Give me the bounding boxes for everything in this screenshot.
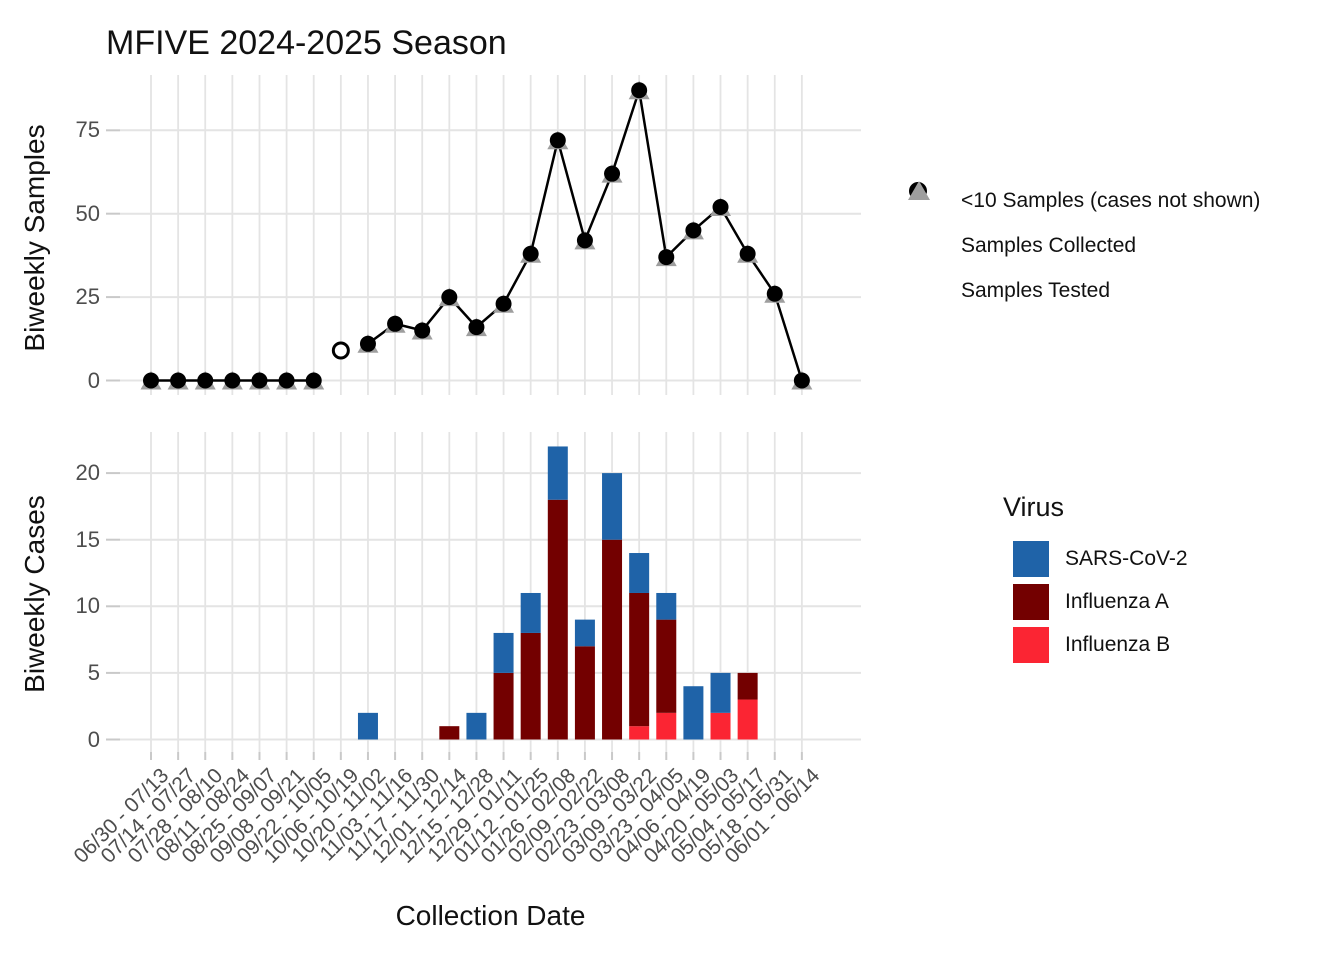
legend-row-sars-cov-2: SARS-CoV-2 [1003,541,1188,577]
data-point-samples-collected [658,249,675,266]
legend-label: Influenza B [1065,633,1171,656]
data-point-samples-collected [278,372,295,389]
data-point-samples-collected [549,132,566,149]
y-tick-label: 25 [75,284,100,310]
legend-row-samples-collected: Samples Collected [905,183,1260,268]
data-point-samples-collected [305,372,322,389]
bar-segment-sars-cov-2 [574,619,595,647]
plot-title: MFIVE 2024-2025 Season [106,24,507,62]
bar-segment-influenza-a [656,619,677,713]
bar-segment-influenza-b [656,712,677,740]
legend-label: Influenza A [1065,590,1169,613]
influenza-a-swatch-icon [1013,584,1049,620]
virus-legend-title: Virus [1003,492,1065,522]
legend-row-influenza-b: Influenza B [1003,627,1188,663]
data-point-samples-collected [224,372,241,389]
bar-segment-sars-cov-2 [357,712,378,740]
bar-segment-sars-cov-2 [683,686,704,740]
data-point-samples-collected [685,222,702,239]
data-point-samples-collected [387,315,404,332]
bar-segment-influenza-b [710,712,731,740]
y-tick-label: 0 [87,726,100,752]
bar-segment-sars-cov-2 [629,553,650,593]
data-point-samples-collected [197,372,214,389]
data-point-samples-collected [522,245,539,262]
bar-segment-sars-cov-2 [520,592,541,633]
y-tick-label: 10 [75,593,100,619]
bar-segment-influenza-b [737,699,758,740]
legend-row-samples-tested: Samples Tested [905,181,1260,313]
y-tick-label: 5 [87,659,100,685]
virus-legend: Virus SARS-CoV-2 Influenza A Influenza B [1003,492,1188,670]
legend-row-low-samples: <10 Samples (cases not shown) [905,178,1260,223]
filled-circle-marker-icon [905,183,947,263]
bar-segment-sars-cov-2 [602,473,623,540]
legend-label: Samples Tested [961,278,1111,302]
legend-row-influenza-a: Influenza A [1003,584,1188,620]
x-axis-title: Collection Date [395,900,586,931]
y-tick-label: 0 [87,367,100,393]
bar-segment-influenza-a [547,499,568,740]
bar-segment-influenza-a [439,726,460,740]
y-tick-label: 20 [75,460,100,486]
bar-segment-sars-cov-2 [710,672,731,713]
bar-segment-influenza-a [493,672,514,740]
sars-cov-2-swatch-icon [1013,541,1049,577]
legend-label: Samples Collected [961,233,1137,257]
bar-segment-sars-cov-2 [547,446,568,500]
data-point-samples-collected [414,322,431,339]
legend-label: <10 Samples (cases not shown) [961,188,1261,212]
data-point-samples-collected [441,289,458,306]
triangle-marker-icon [905,181,947,308]
bar-segment-sars-cov-2 [656,592,677,620]
data-point-samples-collected [495,295,512,312]
data-point-samples-collected [576,232,593,249]
data-point-samples-collected [468,319,485,336]
bar-segment-influenza-a [574,646,595,740]
data-point-samples-collected [631,82,648,99]
samples-legend: <10 Samples (cases not shown) Samples Co… [905,178,1260,313]
influenza-b-swatch-icon [1013,627,1049,663]
data-point-samples-collected [143,372,159,389]
data-point-samples-collected [251,372,268,389]
data-point-samples-collected [793,372,810,389]
y-tick-label: 75 [75,117,100,143]
bar-segment-sars-cov-2 [466,712,487,740]
bar-segment-influenza-a [602,539,623,740]
bar-segment-influenza-a [737,672,758,700]
data-point-samples-collected [604,165,621,182]
bar-segment-sars-cov-2 [493,632,514,673]
legend-label: SARS-CoV-2 [1065,547,1188,570]
data-point-low-samples [331,341,350,360]
data-point-samples-collected [170,372,187,389]
data-point-samples-collected [766,285,783,302]
bar-segment-influenza-b [629,726,650,740]
data-point-samples-collected [359,335,376,352]
y-tick-label: 50 [75,200,100,226]
data-point-samples-collected [739,245,756,262]
bar-segment-influenza-a [629,592,650,727]
data-point-samples-collected [712,199,729,216]
y-tick-label: 15 [75,526,100,552]
bar-segment-influenza-a [520,632,541,740]
